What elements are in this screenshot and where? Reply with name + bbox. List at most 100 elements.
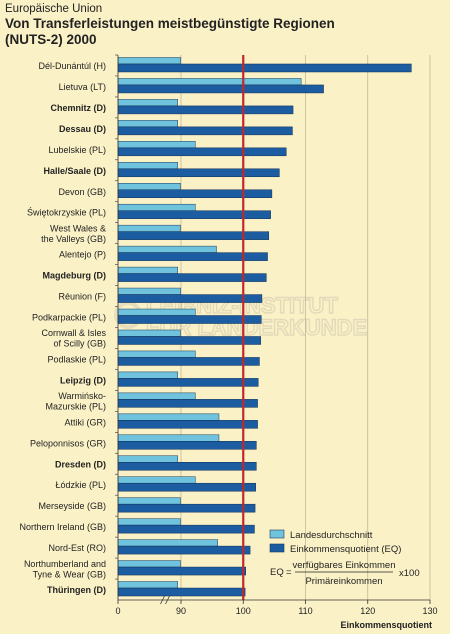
legend-swatch-landesdurchschnitt: [269, 529, 285, 539]
bar-einkommensquotient: [117, 168, 280, 178]
category-label: Peloponnisos (GR): [30, 438, 106, 448]
category-labels: Dél-Dunántúl (H) Lietuva (LT) Chemnitz (D)…: [19, 61, 106, 595]
x-axis: 0 90 100 110 120 130 Einkommensquotient: [115, 54, 438, 630]
category-label: of Scilly (GB): [53, 339, 106, 349]
bar-landesdurchschnitt: [117, 287, 181, 295]
bar-einkommensquotient: [117, 441, 257, 450]
bar-einkommensquotient: [117, 231, 270, 240]
x-tick-label: 0: [115, 606, 120, 616]
category-label: Leipzig (D): [60, 375, 106, 385]
bar-einkommensquotient: [117, 420, 258, 429]
legend-label-einkommensquotient: Einkommensquotient (EQ): [290, 544, 401, 555]
bar-landesdurchschnitt: [117, 476, 196, 484]
category-label: Podkarpackie (PL): [32, 313, 106, 323]
category-label: the Valleys (GB): [41, 234, 106, 244]
x-axis-label: Einkommensquotient: [340, 620, 432, 630]
category-label: Attiki (GR): [65, 417, 107, 427]
category-label: Merseyside (GB): [38, 501, 106, 511]
bar-einkommensquotient: [117, 503, 256, 513]
x-tick-label: 120: [360, 606, 375, 616]
category-label: West Wales &: [50, 223, 106, 233]
bar-einkommensquotient: [117, 545, 251, 555]
category-label: Tyne & Wear (GB): [33, 569, 106, 579]
legend-label-landesdurchschnitt: Landesdurchschnitt: [290, 530, 373, 541]
category-label: Lietuva (LT): [59, 82, 106, 92]
category-label: Chemnitz (D): [51, 103, 107, 113]
category-label: Halle/Saale (D): [43, 166, 106, 176]
category-label: Cornwall & Isles: [41, 328, 106, 338]
bar-einkommensquotient: [117, 210, 271, 219]
chart-title-line-1: Von Transferleistungen meistbegünstigte …: [5, 16, 335, 31]
bar-einkommensquotient: [117, 189, 273, 198]
bar-einkommensquotient: [117, 126, 293, 136]
bar-landesdurchschnitt: [117, 183, 181, 190]
bar-landesdurchschnitt: [117, 518, 181, 526]
category-label: Alentejo (P): [59, 250, 106, 260]
bar-landesdurchschnitt: [117, 203, 196, 211]
bar-einkommensquotient: [117, 524, 255, 534]
category-label: Dél-Dunántúl (H): [38, 61, 106, 71]
category-label: Warmińsko-: [58, 391, 106, 401]
bar-einkommensquotient: [117, 147, 287, 157]
category-label: Devon (GB): [58, 187, 106, 197]
bar-einkommensquotient: [117, 587, 246, 597]
chart-supertitle: Europäische Union: [5, 3, 103, 15]
bar-einkommensquotient: [117, 399, 258, 408]
bar-landesdurchschnitt: [117, 581, 178, 589]
category-label: Podlaskie (PL): [47, 354, 106, 364]
category-label: Nord-Est (RO): [48, 543, 106, 553]
x-tick-label: 110: [298, 606, 312, 616]
axis-break-mark: [160, 595, 165, 605]
bar-landesdurchschnitt: [117, 539, 218, 547]
category-label: Łódzkie (PL): [55, 480, 106, 490]
bar-landesdurchschnitt: [117, 266, 178, 274]
category-label: Northumberland and: [24, 559, 106, 569]
bar-einkommensquotient: [117, 462, 257, 471]
bar-einkommensquotient: [117, 105, 294, 115]
category-label: Dessau (D): [59, 124, 106, 134]
axis-break-mark: [165, 595, 170, 605]
x-tick-label: 100: [236, 606, 251, 616]
bar-landesdurchschnitt: [117, 560, 181, 568]
category-label: Thüringen (D): [47, 585, 106, 595]
formula-lhs: EQ: [270, 567, 284, 578]
bar-landesdurchschnitt: [117, 392, 196, 400]
chart-header: Europäische Union Von Transferleistungen…: [5, 2, 445, 48]
bar-landesdurchschnitt: [117, 78, 302, 86]
formula-equals: =: [286, 567, 292, 578]
bar-einkommensquotient: [117, 357, 260, 366]
formula: EQ = verfügbares Einkommen Primäreinkomm…: [270, 560, 420, 587]
bar-landesdurchschnitt: [117, 329, 181, 337]
legend-swatch-einkommensquotient: [269, 543, 285, 553]
category-label: Lubelskie (PL): [48, 145, 106, 155]
bar-einkommensquotient: [117, 252, 268, 261]
bar-landesdurchschnitt: [117, 162, 178, 170]
category-label: Dresden (D): [55, 459, 106, 469]
bar-einkommensquotient: [117, 482, 256, 492]
bar-landesdurchschnitt: [117, 224, 181, 232]
bar-landesdurchschnitt: [117, 141, 196, 149]
category-label: Świętokrzyskie (PL): [27, 207, 106, 218]
bar-landesdurchschnitt: [117, 308, 196, 316]
bar-einkommensquotient: [117, 566, 246, 576]
bar-einkommensquotient: [117, 63, 412, 73]
formula-numerator: verfügbares Einkommen: [293, 560, 396, 571]
formula-denominator: Primäreinkommen: [305, 576, 382, 587]
formula-multiplier: x100: [399, 568, 420, 579]
bar-landesdurchschnitt: [117, 413, 220, 421]
bar-landesdurchschnitt: [117, 455, 178, 463]
bar-landesdurchschnitt: [117, 245, 217, 253]
bar-einkommensquotient: [117, 315, 262, 324]
bar-einkommensquotient: [117, 336, 261, 345]
chart-title-line-2: (NUTS-2) 2000: [5, 32, 97, 47]
x-tick-label: 90: [176, 606, 186, 616]
category-label: Mazurskie (PL): [45, 402, 106, 412]
category-label: Magdeburg (D): [43, 271, 107, 281]
bar-einkommensquotient: [117, 294, 263, 303]
bar-einkommensquotient: [117, 378, 259, 387]
x-tick-label: 130: [422, 606, 437, 616]
legend: Landesdurchschnitt Einkommensquotient (E…: [269, 529, 401, 555]
bar-einkommensquotient: [117, 84, 324, 94]
bar-landesdurchschnitt: [117, 120, 178, 128]
